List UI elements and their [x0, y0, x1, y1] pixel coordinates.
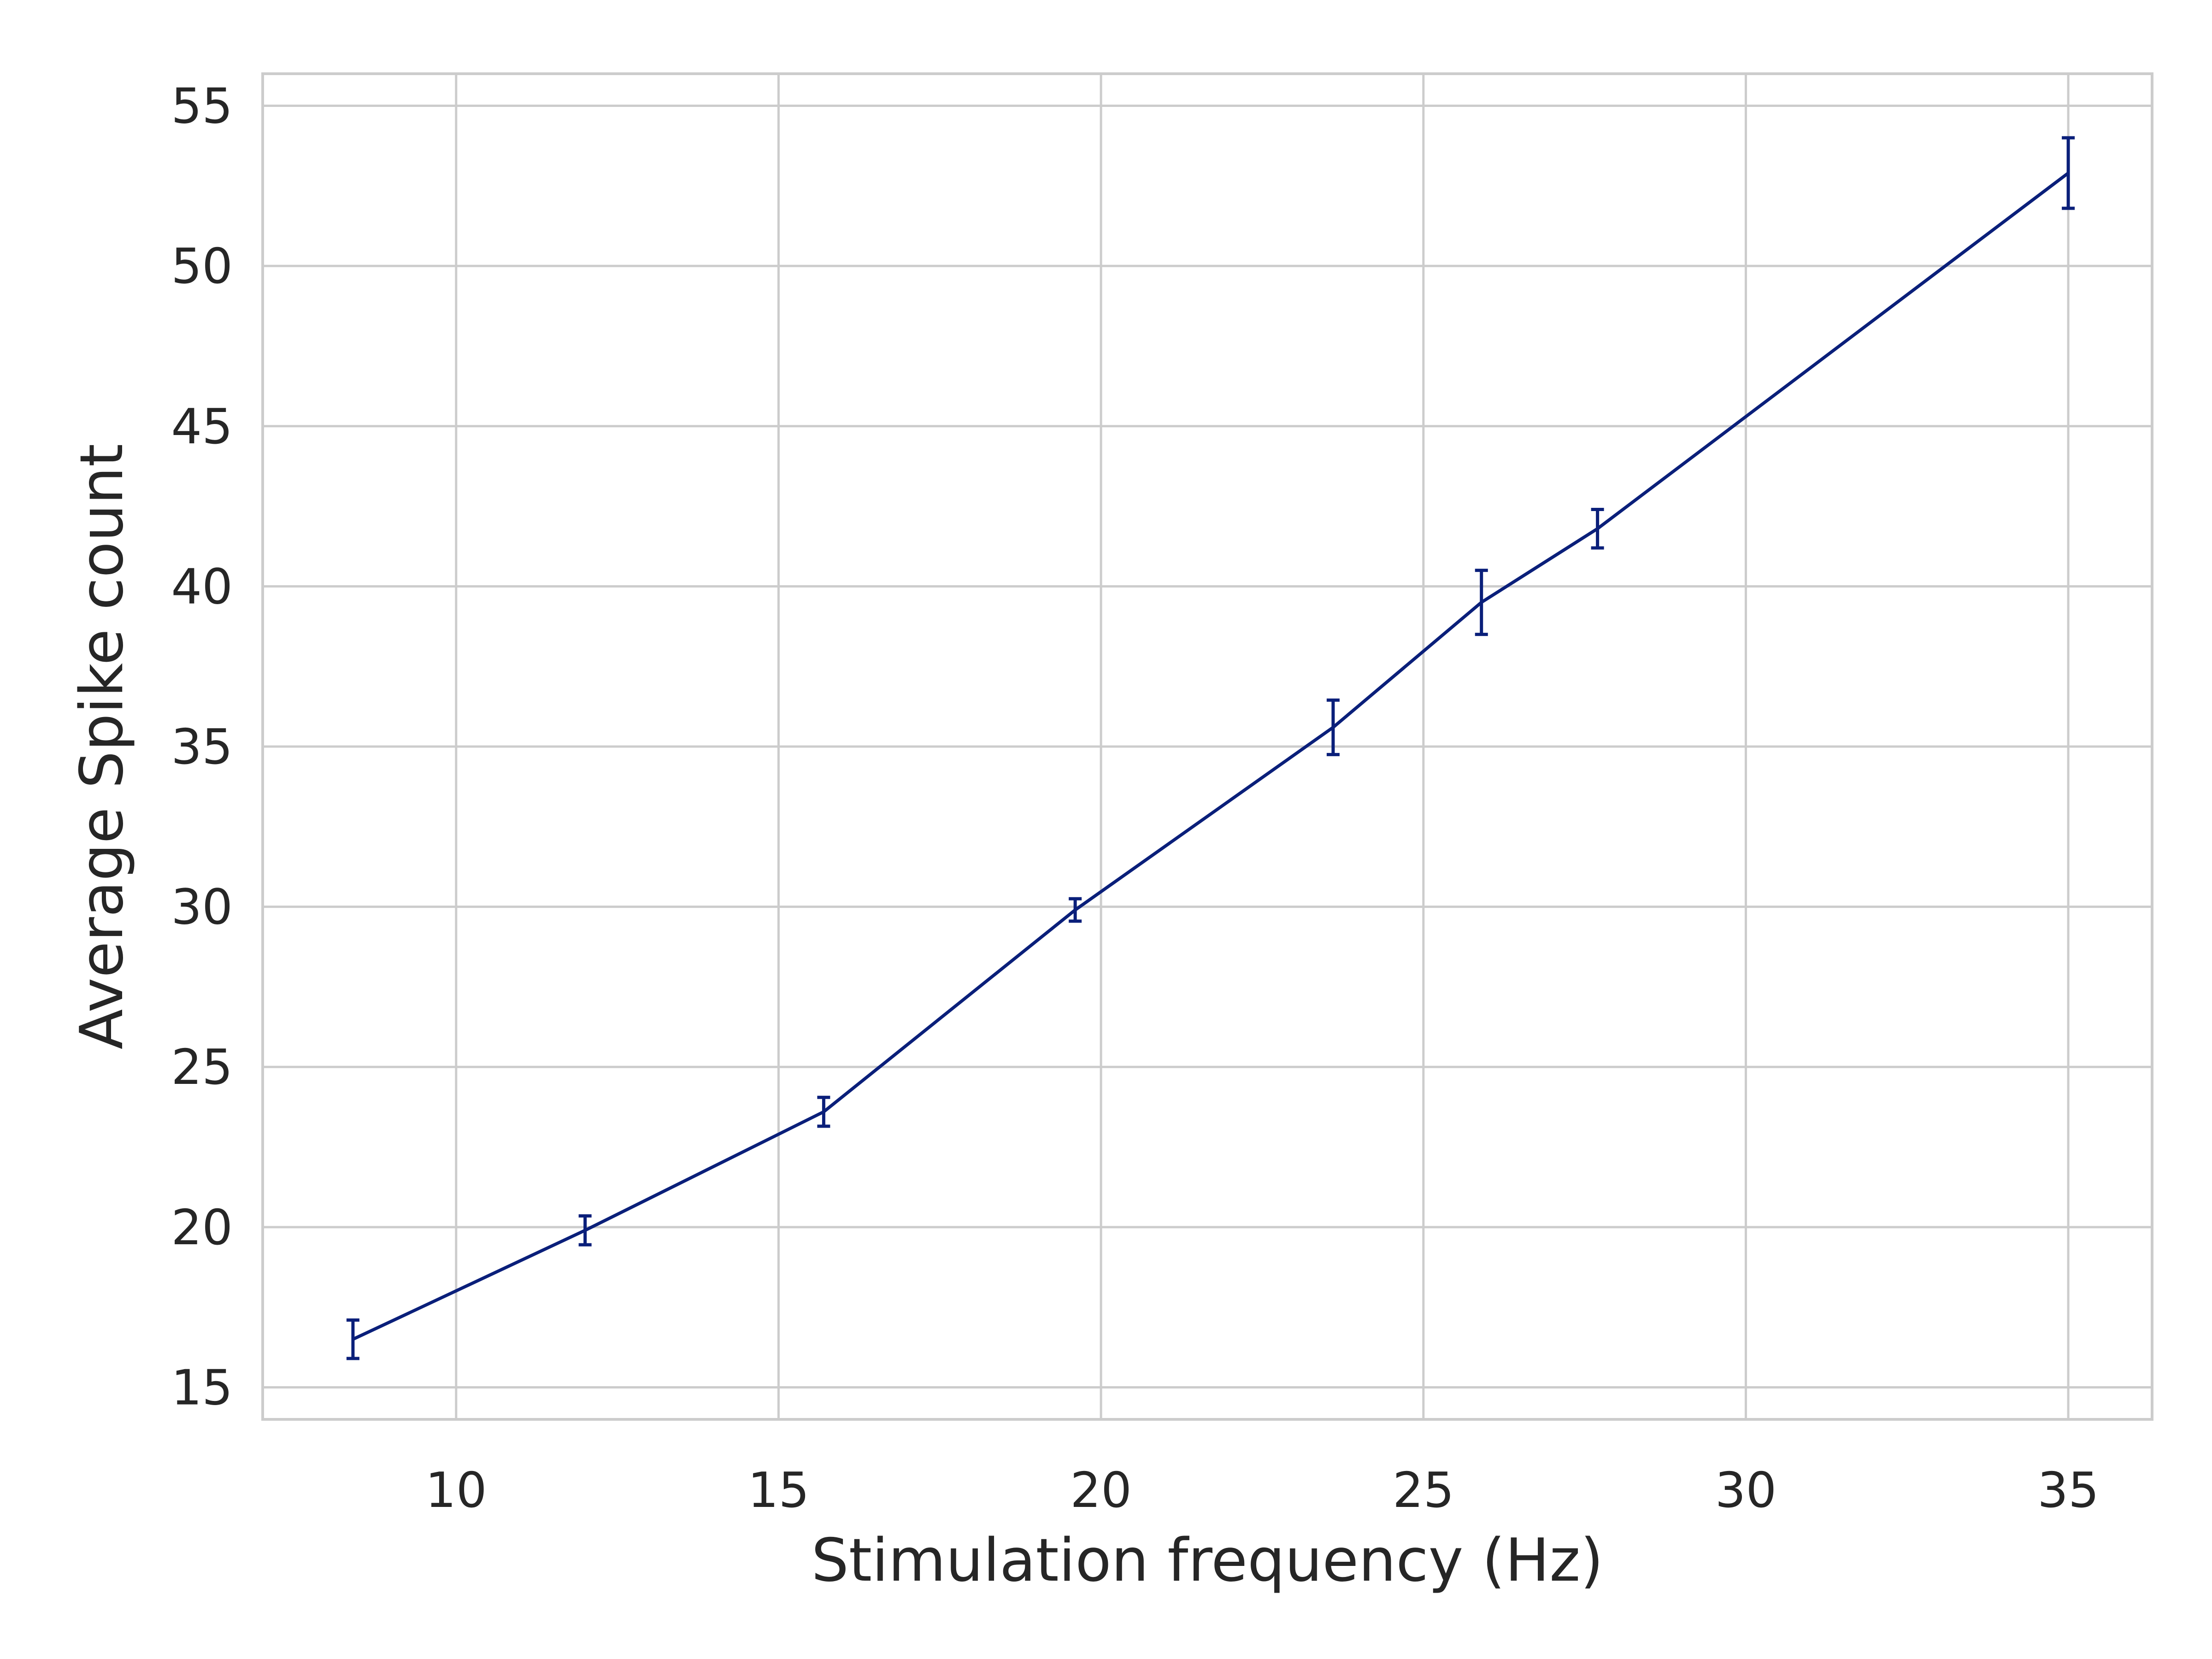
x-tick-label: 10: [425, 1462, 487, 1518]
x-tick-label: 25: [1393, 1462, 1454, 1518]
x-tick-label: 30: [1715, 1462, 1777, 1518]
error-bar: [578, 1214, 592, 1247]
tick-labels: 10 15 20 25 30 35 15 20 25 30 35 40 45 50 55: [171, 78, 2099, 1518]
error-bar: [1326, 698, 1340, 756]
y-tick-label: 35: [171, 719, 233, 775]
plot-frame: [261, 72, 2153, 1421]
series-line: [352, 171, 2070, 1341]
error-bar: [2062, 136, 2075, 210]
error-bar: [346, 1318, 359, 1360]
x-tick-label: 20: [1070, 1462, 1132, 1518]
error-bar: [1069, 897, 1082, 923]
y-tick-label: 25: [171, 1039, 233, 1095]
y-tick-label: 40: [171, 559, 233, 615]
x-axis-title: Stimulation frequency (Hz): [812, 1526, 1604, 1595]
y-tick-label: 20: [171, 1200, 233, 1256]
series-layer: [346, 136, 2075, 1360]
x-tick-label: 15: [748, 1462, 810, 1518]
error-bar: [1591, 508, 1604, 550]
y-tick-label: 30: [171, 879, 233, 935]
y-tick-label: 45: [171, 399, 233, 455]
y-tick-label: 55: [171, 78, 233, 135]
y-axis-title: Average Spike count: [68, 444, 136, 1050]
x-tick-label: 35: [2037, 1462, 2099, 1518]
error-bar: [1475, 569, 1488, 636]
grid: [263, 74, 2152, 1419]
y-tick-label: 50: [171, 238, 233, 294]
error-bar: [817, 1095, 830, 1128]
y-tick-label: 15: [171, 1359, 233, 1416]
